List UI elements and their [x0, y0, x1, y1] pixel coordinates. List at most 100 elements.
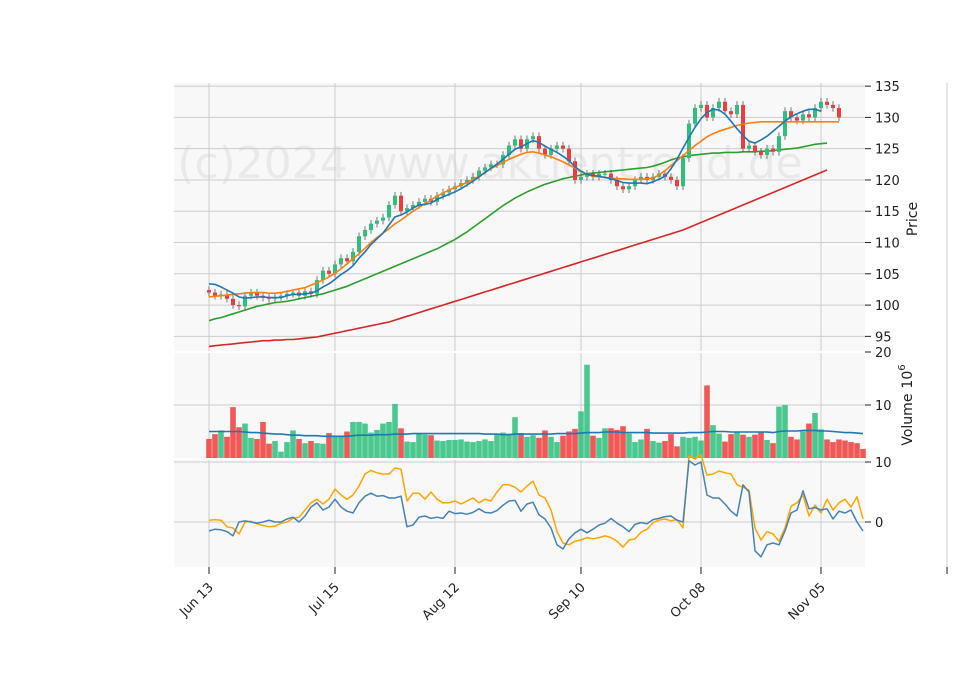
candle-body — [735, 104, 739, 115]
candlestick-layer — [207, 98, 841, 311]
price-tick-label: 115 — [875, 205, 900, 220]
volume-bar — [614, 429, 620, 458]
oscillator-line-b — [208, 454, 864, 548]
volume-bar — [668, 434, 674, 458]
volume-bar — [470, 442, 476, 458]
candle-body — [693, 108, 697, 124]
volume-bar — [662, 441, 668, 458]
volume-bar — [560, 435, 566, 458]
candlestick — [585, 169, 589, 181]
ma-mid-line — [208, 121, 839, 298]
candle-body — [609, 173, 613, 180]
volume-tick-label: 20 — [875, 346, 892, 361]
volume-bar — [830, 442, 836, 458]
candle-body — [585, 173, 589, 177]
volume-bar — [242, 423, 248, 458]
candlestick — [207, 286, 211, 297]
volume-bar — [290, 430, 296, 458]
volume-bar — [710, 425, 716, 458]
candlestick — [519, 135, 523, 153]
volume-bar — [260, 421, 266, 458]
volume-average-line — [209, 429, 864, 438]
candle-body — [837, 108, 841, 118]
candle-body — [327, 270, 331, 274]
volume-bar — [368, 432, 374, 458]
volume-bar — [722, 441, 728, 458]
volume-bar — [212, 434, 218, 458]
volume-bar — [392, 403, 398, 458]
volume-bar — [380, 423, 386, 458]
candle-body — [771, 148, 775, 152]
ma-short-layer — [208, 108, 822, 300]
candlestick — [681, 154, 685, 190]
candlestick — [837, 104, 841, 122]
volume-bar — [656, 442, 662, 458]
candlestick — [783, 107, 787, 140]
candlestick — [687, 119, 691, 162]
volume-bar — [206, 438, 212, 458]
candle-body — [705, 104, 709, 118]
volume-bar — [590, 435, 596, 458]
volume-bar — [842, 440, 848, 458]
candle-body — [783, 111, 787, 137]
ma-long-layer — [208, 142, 828, 322]
volume-bar — [512, 417, 518, 458]
volume-bar — [836, 439, 842, 458]
candlestick — [213, 288, 217, 300]
oscillator-panel-background — [174, 459, 865, 567]
volume-bar — [452, 439, 458, 458]
price-tick-label: 135 — [875, 80, 900, 95]
volume-bar — [740, 434, 746, 458]
candlestick — [321, 266, 325, 284]
volume-bar — [440, 441, 446, 458]
ma-200-line — [208, 169, 828, 348]
candle-body — [465, 179, 469, 184]
price-tick-label: 120 — [875, 174, 900, 189]
candlestick — [729, 107, 733, 119]
candlestick — [333, 260, 337, 278]
volume-bar — [824, 439, 830, 458]
volume-bar — [548, 436, 554, 458]
volume-bar — [764, 439, 770, 458]
oscillator-layer — [208, 454, 864, 558]
candle-body — [747, 145, 751, 149]
volume-bar — [704, 385, 710, 458]
x-tick-label: Jun 13 — [177, 580, 217, 620]
volume-bar — [788, 436, 794, 458]
volume-bar — [644, 428, 650, 458]
candlestick — [399, 191, 403, 215]
candlestick — [225, 290, 229, 303]
volume-bar — [674, 446, 680, 458]
candlestick — [393, 191, 397, 209]
candlestick — [747, 141, 751, 153]
oscillator-tick-label: 0 — [875, 516, 883, 531]
candlestick — [315, 276, 319, 298]
candlestick — [819, 98, 823, 112]
candle-body — [333, 264, 337, 274]
volume-bar — [344, 431, 350, 458]
volume-bar — [332, 435, 338, 458]
candle-body — [777, 136, 781, 152]
x-tick-label: Nov 05 — [786, 580, 829, 623]
oscillator-line-a — [208, 460, 864, 558]
x-tick-label: Oct 08 — [668, 580, 709, 621]
ma-200-layer — [208, 169, 828, 348]
volume-bar — [794, 439, 800, 458]
candle-body — [507, 145, 511, 155]
volume-bars-layer — [206, 364, 866, 458]
volume-bar — [362, 423, 368, 458]
candle-body — [603, 173, 607, 175]
candle-body — [369, 223, 373, 231]
candlestick — [627, 182, 631, 194]
candle-body — [711, 108, 715, 118]
grid-layer — [174, 83, 948, 567]
candle-body — [339, 258, 343, 265]
price-tick-label: 110 — [875, 237, 900, 252]
volume-bar — [404, 441, 410, 458]
candle-body — [555, 145, 559, 149]
candle-body — [807, 114, 811, 118]
candlestick — [639, 173, 643, 184]
price-tick-label: 95 — [875, 330, 892, 345]
candle-body — [531, 136, 535, 140]
